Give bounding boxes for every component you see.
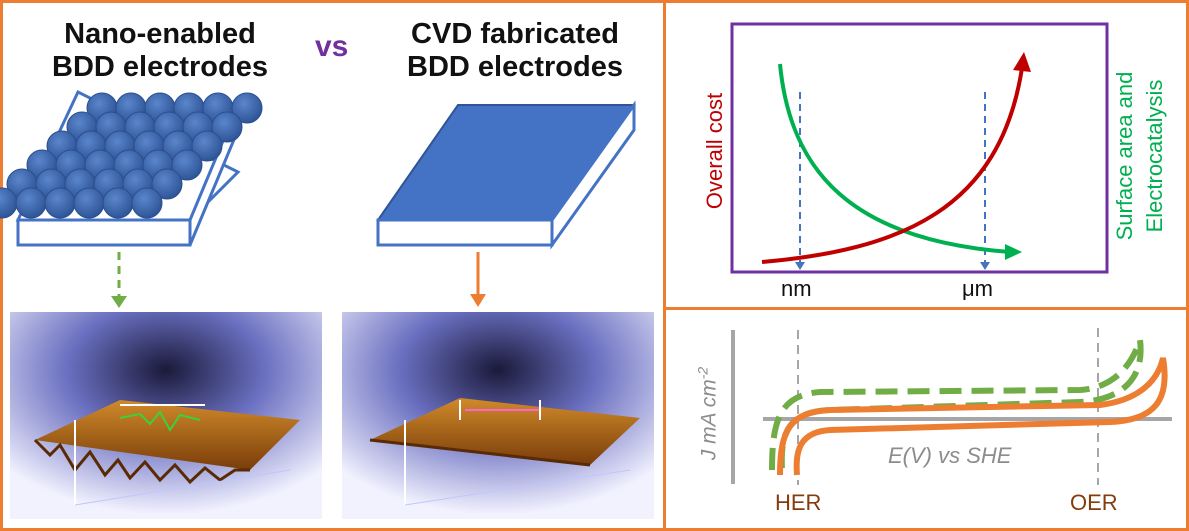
cost-curve <box>761 67 1024 264</box>
afm-surface-rough-image <box>10 312 322 519</box>
um-tick-label: μm <box>962 276 994 301</box>
nanosphere <box>191 130 223 162</box>
afm-surface-smooth-image <box>342 312 654 519</box>
potential-label: E(V) vs SHE <box>888 443 1012 468</box>
afm-rough-profile <box>119 410 201 432</box>
cvd-title-line1: CVD fabricated <box>411 18 619 50</box>
vs-label: vs <box>315 30 349 63</box>
sphere-grid <box>0 92 263 219</box>
surface-area-curve <box>778 63 1011 254</box>
afm-smooth-grid-x <box>404 469 631 506</box>
nanosphere <box>171 149 203 181</box>
current-density-exponent: -2 <box>694 366 711 380</box>
cvd-title-line2: BDD electrodes <box>407 51 623 83</box>
cvd-cv-curve <box>777 357 1168 476</box>
left-illustration <box>0 89 654 519</box>
nano-arrow-head <box>111 296 127 308</box>
um-marker-head <box>980 262 990 270</box>
nanosphere <box>211 111 243 143</box>
cvd-arrow-head <box>470 294 486 307</box>
nanosphere <box>151 168 183 200</box>
her-label: HER <box>775 490 822 515</box>
nanosphere <box>131 187 163 219</box>
cost-arrowhead <box>1013 52 1031 72</box>
nano-title-line1: Nano-enabled <box>64 18 256 50</box>
nm-marker-head <box>795 262 805 270</box>
cvd-slab-side <box>550 100 636 250</box>
current-density-text: J mA cm <box>697 379 721 461</box>
nano-cv-curve <box>769 339 1144 471</box>
afm-rough-terrain <box>35 400 300 470</box>
nano-title-line2: BDD electrodes <box>52 51 268 83</box>
cost-plot-frame <box>730 22 1109 274</box>
afm-rough-grid-x <box>74 469 291 506</box>
nm-tick-label: nm <box>781 276 812 301</box>
flat-electrode-icon <box>376 100 636 250</box>
current-density-label: J mA cm-2 <box>695 339 722 489</box>
afm-smooth-edge <box>369 438 591 467</box>
cvd-title: CVD fabricated BDD electrodes <box>370 18 660 84</box>
surface-area-arrowhead <box>1005 244 1022 260</box>
nano-title: Nano-enabled BDD electrodes <box>30 18 290 84</box>
oer-label: OER <box>1070 490 1118 515</box>
nanosphere-electrode-icon <box>0 89 263 247</box>
nanosphere <box>231 92 263 124</box>
bottom-right-panel-frame <box>663 307 1189 531</box>
afm-rough-edge <box>33 438 250 485</box>
afm-smooth-terrain <box>370 398 640 465</box>
